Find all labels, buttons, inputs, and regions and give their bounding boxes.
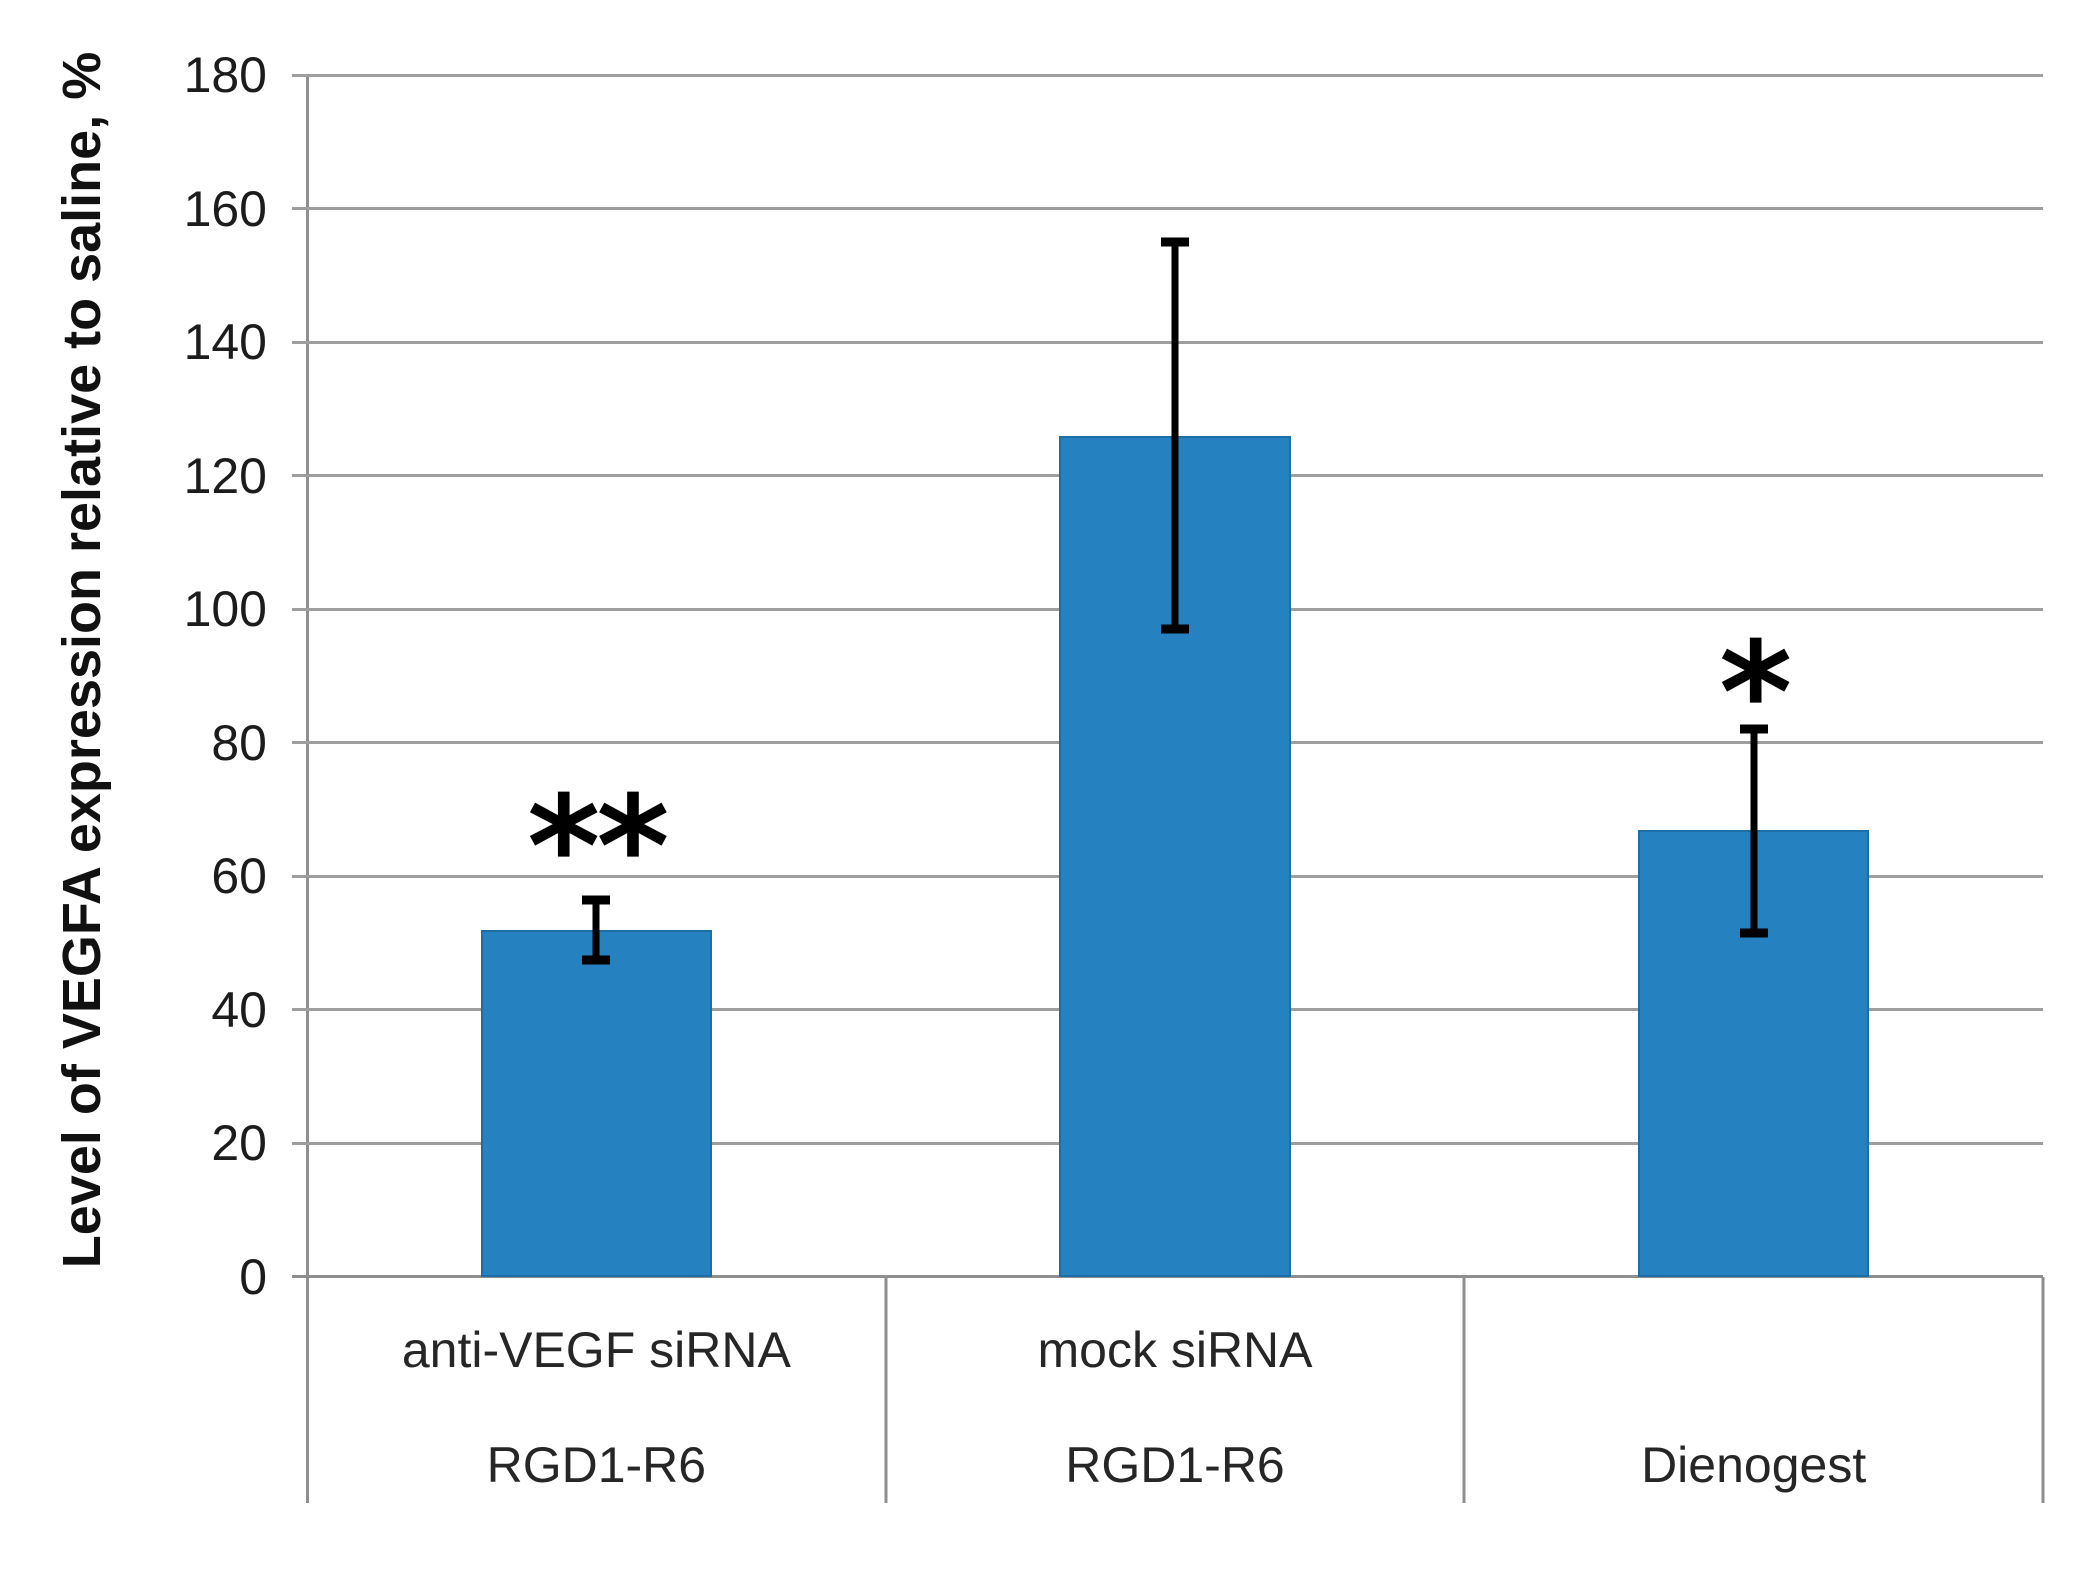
significance-marker: *: [1719, 612, 1792, 776]
category-label-row2: RGD1-R6: [1065, 1437, 1285, 1493]
gridline-y-140: [292, 340, 2043, 344]
significance-marker: **: [527, 766, 669, 930]
category-label-row1: mock siRNA: [1037, 1322, 1313, 1378]
y-axis-line: [306, 75, 309, 1503]
category-label-row2: Dienogest: [1641, 1437, 1867, 1493]
y-tick-label-180: 180: [183, 47, 267, 103]
error-bar-cap-bottom: [1161, 624, 1189, 634]
plot-area: 0 20 40 60 80 100 120 140 160 180 anti-VEGF siRNA R…: [184, 47, 2045, 1503]
y-tick-label-0: 0: [239, 1249, 267, 1305]
y-tick-label-160: 160: [183, 180, 267, 237]
bar-anti-VEGF siRNA: [480, 929, 713, 1277]
error-bar-cap-top: [1739, 724, 1768, 734]
category-label-row2: RGD1-R6: [486, 1437, 707, 1493]
error-bar-cap-bottom: [582, 955, 611, 965]
error-bar-cap-top: [1161, 237, 1189, 247]
y-tick-label-80: 80: [211, 714, 267, 771]
gridline-y-160: [292, 207, 2043, 211]
y-tick-label-100: 100: [183, 581, 267, 638]
category-separator: [884, 1277, 888, 1503]
y-tick-label-140: 140: [183, 314, 267, 371]
y-tick-label-40: 40: [211, 981, 267, 1038]
y-tick-label-20: 20: [211, 1115, 267, 1172]
category-separator: [2041, 1277, 2045, 1503]
y-tick-label-120: 120: [183, 447, 267, 504]
gridline-y-180: [292, 73, 2043, 77]
error-bar-line: [1171, 241, 1179, 630]
y-axis-title: Level of VEGFA expression relative to sa…: [52, 51, 112, 1269]
category-separator: [1462, 1277, 1466, 1503]
y-tick-label-60: 60: [211, 848, 267, 905]
category-label-row1: anti-VEGF siRNA: [401, 1322, 791, 1378]
error-bar-line: [1750, 729, 1758, 934]
error-bar-line: [592, 899, 600, 960]
error-bar-cap-top: [582, 895, 611, 905]
error-bar-cap-bottom: [1739, 928, 1768, 938]
